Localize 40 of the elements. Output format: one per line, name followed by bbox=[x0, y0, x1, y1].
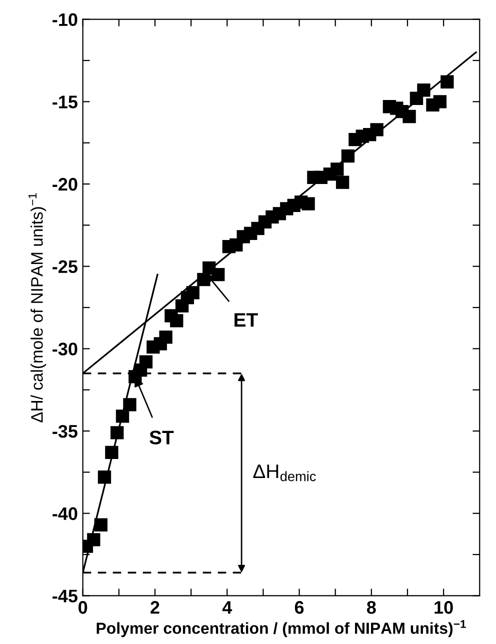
x-tick-label: 10 bbox=[434, 601, 453, 614]
point bbox=[370, 123, 384, 136]
point bbox=[110, 426, 124, 440]
point bbox=[98, 470, 112, 484]
x-tick-label: 0 bbox=[78, 601, 88, 614]
x-tick-label: 6 bbox=[294, 601, 304, 614]
y-tick-label: -30 bbox=[52, 342, 78, 356]
x-axis-title: Polymer concentration / (mmol of NIPAM units)$^{−1}$ bbox=[96, 620, 466, 638]
x-tick-label: 2 bbox=[150, 601, 160, 614]
annotation: ΔH$_{demic}$ bbox=[253, 464, 316, 482]
y-tick-label: -40 bbox=[52, 507, 78, 520]
point bbox=[212, 268, 225, 282]
point bbox=[417, 84, 430, 97]
point bbox=[94, 518, 108, 532]
point bbox=[402, 110, 416, 124]
point bbox=[87, 533, 100, 546]
y-tick-label: -45 bbox=[52, 590, 78, 602]
point bbox=[302, 197, 315, 210]
point bbox=[116, 410, 130, 423]
point bbox=[186, 286, 200, 300]
point bbox=[440, 75, 454, 88]
y-tick-label: -25 bbox=[52, 260, 78, 274]
y-tick-label: -20 bbox=[52, 178, 78, 191]
point bbox=[433, 95, 447, 108]
annotation: ET bbox=[234, 313, 258, 327]
point bbox=[139, 355, 153, 368]
y-tick-label: -10 bbox=[52, 13, 78, 26]
point bbox=[341, 149, 355, 163]
y-axis-title: ΔH/ cal(mole of NIPAM units)$^{−1}$ bbox=[28, 193, 46, 422]
point bbox=[123, 398, 136, 412]
point bbox=[336, 176, 350, 189]
point bbox=[105, 446, 118, 460]
y-tick-label: -35 bbox=[52, 424, 78, 438]
point bbox=[170, 314, 184, 328]
x-tick-label: 8 bbox=[366, 601, 376, 614]
point bbox=[159, 330, 172, 344]
point bbox=[330, 162, 344, 176]
y-tick-label: -15 bbox=[52, 96, 78, 108]
annotation: ST bbox=[150, 430, 174, 444]
x-tick-label: 4 bbox=[222, 601, 232, 614]
